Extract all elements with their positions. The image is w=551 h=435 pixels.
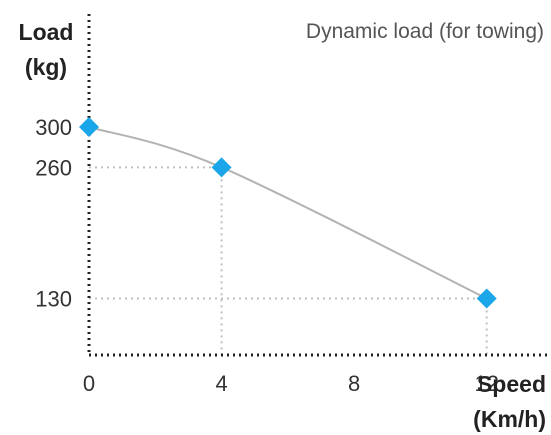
y-axis-title-line-2: (kg) <box>25 54 67 80</box>
x-tick-labels: 0 4 8 12 <box>83 371 499 396</box>
data-point-marker <box>79 117 99 137</box>
x-tick-label: 0 <box>83 371 95 396</box>
series-curve <box>88 126 488 300</box>
y-tick-label: 300 <box>35 115 72 140</box>
data-point-marker <box>211 157 232 178</box>
data-markers <box>79 117 497 309</box>
data-point-marker <box>476 288 497 309</box>
x-tick-label: 8 <box>348 371 360 396</box>
y-tick-labels: 300 260 130 <box>35 115 72 312</box>
y-tick-label: 130 <box>35 287 72 312</box>
x-axis-title-line-2: (Km/h) <box>473 406 546 432</box>
x-tick-label: 4 <box>215 371 227 396</box>
guide-lines <box>89 166 488 355</box>
y-axis-title-line-1: Load <box>19 19 74 45</box>
chart-subtitle: Dynamic load (for towing) <box>306 20 544 43</box>
x-tick-label: 12 <box>474 371 498 396</box>
x-axis-title-line-1: Speed <box>477 371 546 397</box>
y-tick-label: 260 <box>35 155 72 180</box>
